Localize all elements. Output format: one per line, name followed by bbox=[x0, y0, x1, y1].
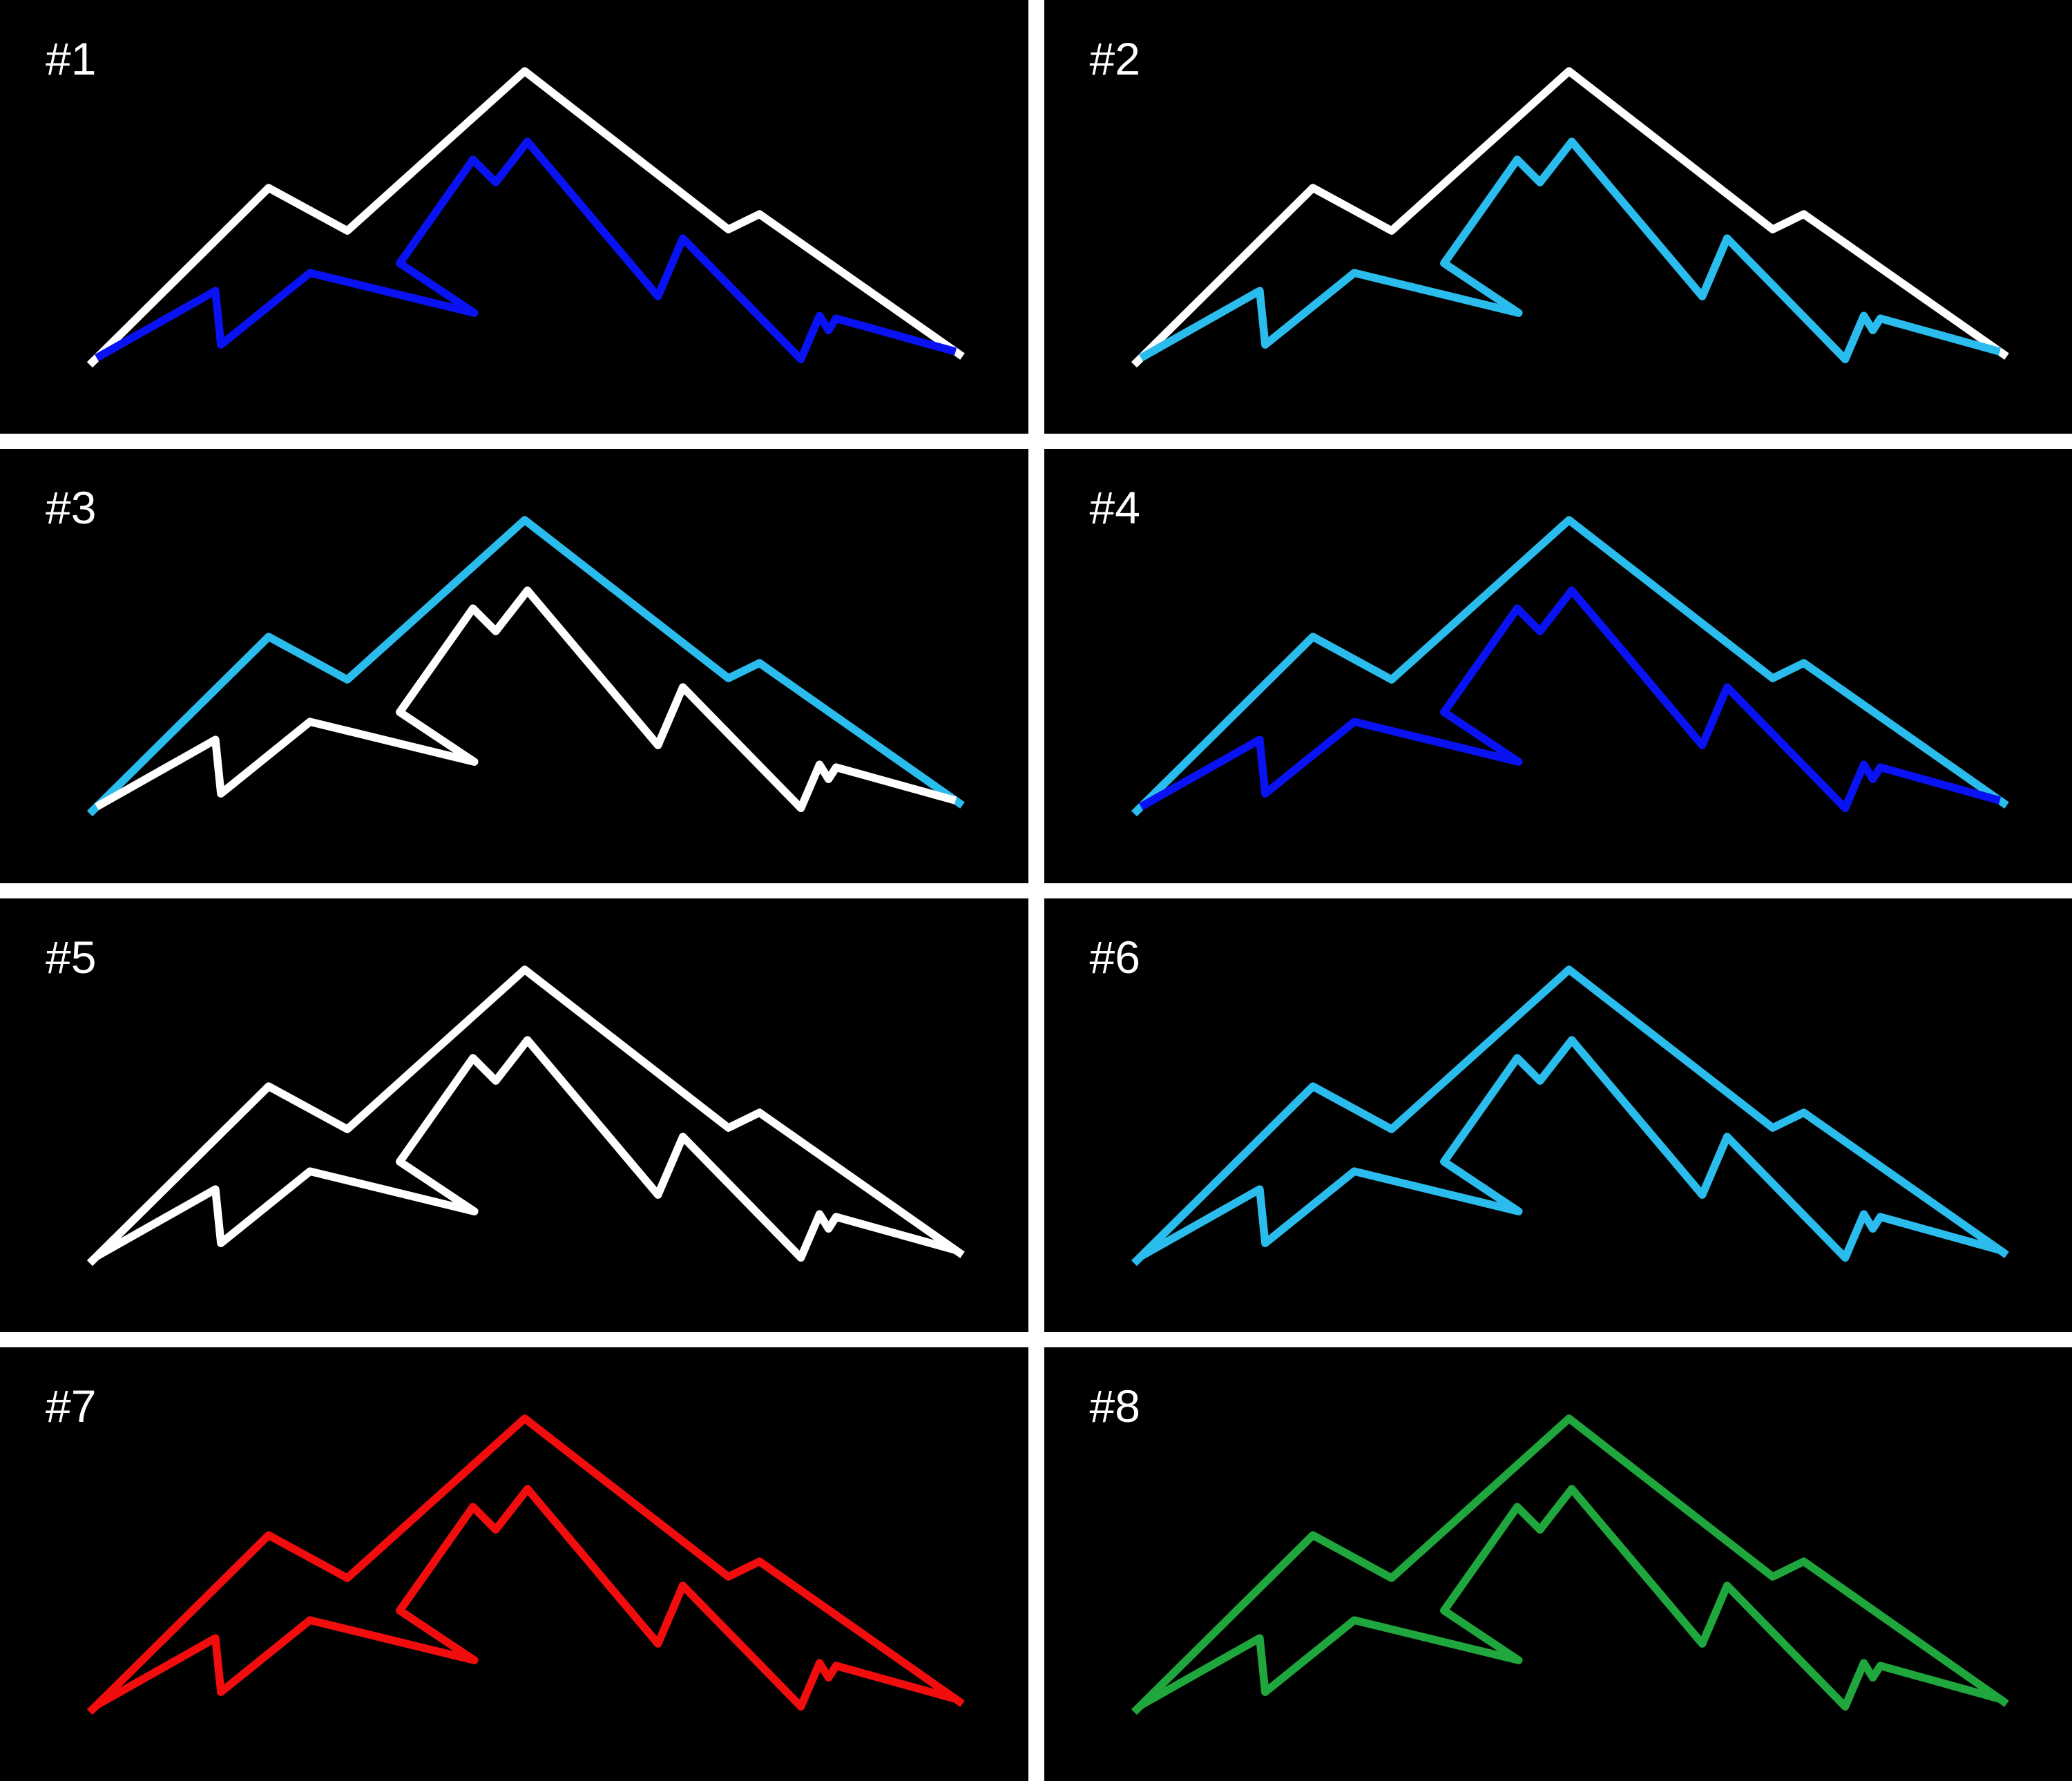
mountain-outer-outline bbox=[1131, 516, 2009, 817]
mountain-inner-outline bbox=[1138, 137, 2001, 363]
mountain-outer-outline bbox=[86, 67, 965, 368]
mountain-outer-outline bbox=[86, 516, 965, 817]
mountain-logo bbox=[86, 965, 965, 1266]
panel-label: #5 bbox=[46, 931, 97, 983]
mountain-logo bbox=[86, 1414, 965, 1715]
mountain-logo bbox=[1131, 67, 2009, 368]
panel-label: #3 bbox=[46, 482, 97, 534]
mountain-outer-outline bbox=[86, 965, 965, 1266]
mountain-inner-outline bbox=[95, 1035, 957, 1262]
mountain-outer-outline bbox=[1131, 67, 2009, 368]
panel-1: #1 bbox=[0, 0, 1028, 434]
panel-5: #5 bbox=[0, 898, 1028, 1332]
panel-8: #8 bbox=[1044, 1347, 2072, 1781]
mountain-logo bbox=[86, 516, 965, 817]
mountain-logo bbox=[1131, 1414, 2009, 1715]
mountain-logo bbox=[1131, 965, 2009, 1266]
panel-label: #2 bbox=[1089, 33, 1140, 84]
panel-7: #7 bbox=[0, 1347, 1028, 1781]
mountain-outer-outline bbox=[1131, 965, 2009, 1266]
panel-label: #6 bbox=[1089, 931, 1140, 983]
mountain-inner-outline bbox=[95, 1485, 957, 1711]
mountain-outer-outline bbox=[1131, 1414, 2009, 1715]
panel-label: #7 bbox=[46, 1380, 97, 1432]
panel-2: #2 bbox=[1044, 0, 2072, 434]
panel-3: #3 bbox=[0, 449, 1028, 883]
panel-label: #8 bbox=[1089, 1380, 1140, 1432]
panel-label: #1 bbox=[46, 33, 97, 84]
mountain-inner-outline bbox=[95, 586, 957, 813]
mountain-inner-outline bbox=[1138, 1035, 2001, 1262]
mountain-inner-outline bbox=[1138, 586, 2001, 813]
mountain-logo bbox=[1131, 516, 2009, 817]
panel-4: #4 bbox=[1044, 449, 2072, 883]
mountain-outer-outline bbox=[86, 1414, 965, 1715]
mountain-inner-outline bbox=[1138, 1485, 2001, 1711]
panel-label: #4 bbox=[1089, 482, 1140, 534]
mountain-logo bbox=[86, 67, 965, 368]
mountain-inner-outline bbox=[95, 137, 957, 363]
panel-6: #6 bbox=[1044, 898, 2072, 1332]
